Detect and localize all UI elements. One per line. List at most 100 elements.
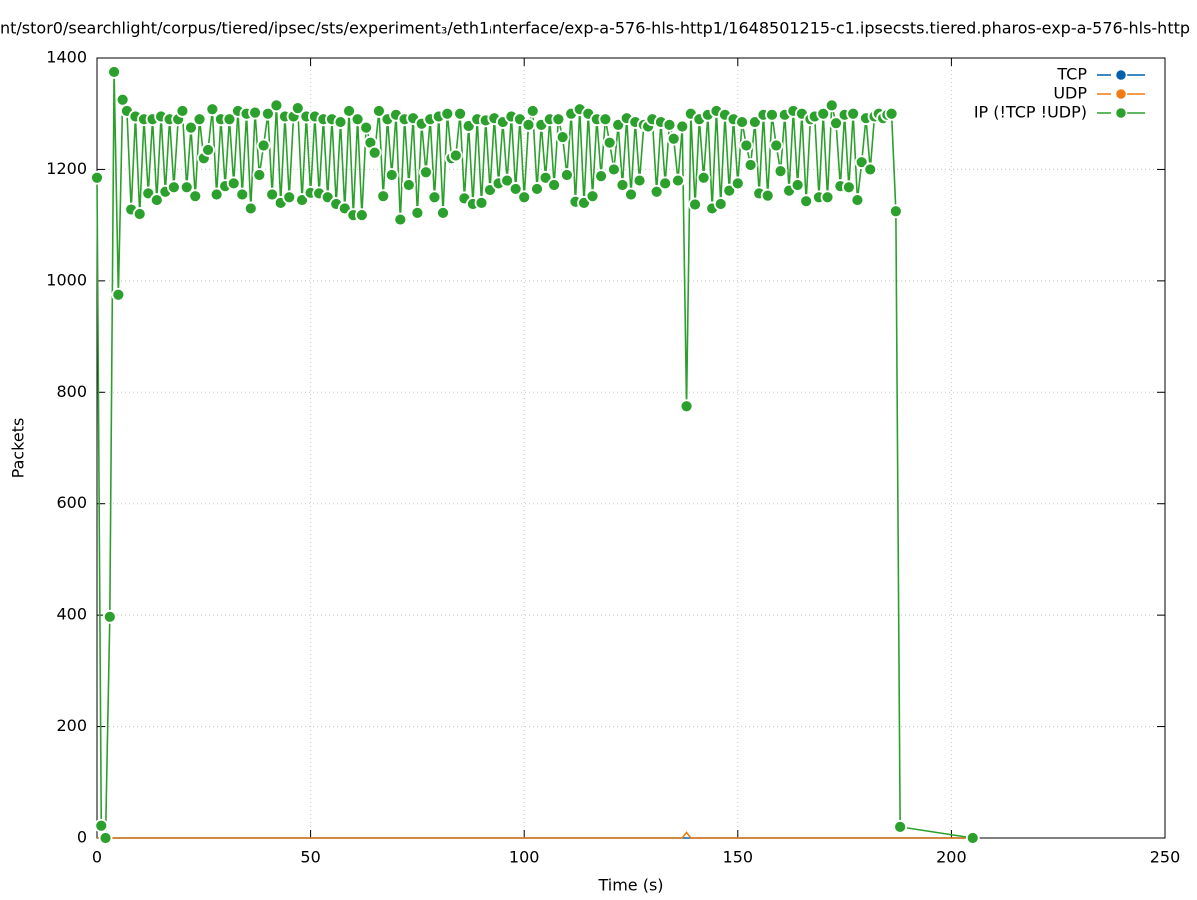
y-tick-label: 200 [56,716,87,735]
data-point [841,180,856,195]
data-point [547,178,562,192]
data-point [243,201,258,216]
data-point [354,208,369,223]
data-point [436,205,450,220]
data-point [671,173,685,188]
data-point [624,187,638,202]
legend-marker [1114,106,1128,120]
data-point [854,155,869,170]
data-point [372,104,386,118]
data-point [260,106,275,121]
data-point [594,169,608,184]
y-tick-label: 1400 [46,48,87,67]
data-point [201,143,215,157]
data-point [538,170,553,185]
data-point [658,176,673,191]
data-point [551,112,566,127]
data-point [688,197,702,212]
data-point [598,112,613,127]
y-axis-label: Packets [9,418,28,479]
data-point [500,173,515,188]
data-point [401,178,416,192]
data-point [359,120,374,135]
data-point [427,190,442,205]
data-point [269,98,284,113]
data-point [226,176,241,191]
data-point [376,189,391,204]
data-point [132,207,147,221]
data-point [893,819,908,834]
data-point [730,176,745,191]
data-point [342,104,356,118]
data-point [111,287,126,302]
data-point [517,190,532,205]
data-point [282,190,297,205]
x-tick-label: 200 [936,848,967,867]
data-point [760,188,775,203]
data-point [713,197,728,211]
data-point [769,138,784,153]
data-point [820,190,835,205]
x-tick-label: 100 [509,848,540,867]
data-point [743,158,758,172]
data-point [765,107,779,122]
data-point [530,182,544,196]
data-point [90,170,104,185]
data-point [525,104,540,118]
legend-marker [1114,87,1128,101]
data-point [696,170,711,185]
data-point [662,117,677,132]
y-tick-label: 400 [56,605,87,624]
data-point [235,187,250,202]
data-point [184,120,198,135]
data-point [149,193,164,207]
data-point [739,138,754,153]
legend-label: IP (!TCP !UDP) [974,103,1087,122]
data-point [888,204,903,219]
data-point [333,115,348,129]
data-point [209,187,224,202]
data-point [175,104,190,118]
data-point [440,106,455,121]
legend-marker [1114,68,1128,82]
data-point [829,116,843,131]
data-point [508,182,523,196]
data-point [790,178,805,192]
data-point [94,818,109,833]
data-point [102,609,117,624]
data-point [666,131,681,146]
x-tick-label: 50 [300,848,320,867]
data-point [290,101,305,116]
data-point [448,148,463,163]
data-point [585,189,600,204]
data-point [252,168,267,182]
data-point [393,212,408,227]
data-point [474,195,489,210]
data-point [256,138,271,153]
data-point [773,164,788,179]
data-point [560,168,574,182]
data-point [850,193,865,207]
data-point [521,117,536,132]
data-point [222,112,237,127]
data-point [98,831,113,845]
y-tick-label: 600 [56,493,87,512]
data-point [419,165,433,180]
data-point [747,115,762,129]
data-point [453,106,468,121]
data-point [295,193,309,207]
series-line [97,831,973,839]
data-point [679,399,694,414]
data-point [824,98,839,113]
data-point [367,145,382,160]
data-point [816,106,831,121]
data-point [863,162,878,177]
data-point [735,115,749,129]
y-tick-label: 1000 [46,270,87,289]
data-point [615,178,630,192]
data-point [265,187,280,202]
data-point [107,65,121,79]
data-point [205,102,220,117]
series-line [96,71,973,839]
data-point [846,106,861,121]
